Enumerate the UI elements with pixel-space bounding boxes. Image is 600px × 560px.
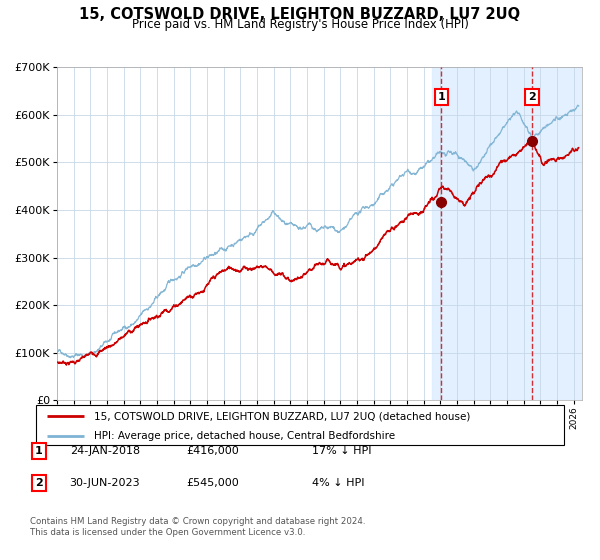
Text: £545,000: £545,000 [187, 478, 239, 488]
Text: Contains HM Land Registry data © Crown copyright and database right 2024.
This d: Contains HM Land Registry data © Crown c… [30, 517, 365, 537]
Text: 17% ↓ HPI: 17% ↓ HPI [312, 446, 371, 456]
Text: 4% ↓ HPI: 4% ↓ HPI [312, 478, 365, 488]
Text: 2: 2 [35, 478, 43, 488]
Text: 2: 2 [528, 92, 536, 102]
Text: HPI: Average price, detached house, Central Bedfordshire: HPI: Average price, detached house, Cent… [94, 431, 395, 441]
FancyBboxPatch shape [36, 405, 564, 445]
Text: 1: 1 [437, 92, 445, 102]
Bar [432, 67, 582, 400]
Text: 15, COTSWOLD DRIVE, LEIGHTON BUZZARD, LU7 2UQ: 15, COTSWOLD DRIVE, LEIGHTON BUZZARD, LU… [79, 7, 521, 22]
Text: £416,000: £416,000 [187, 446, 239, 456]
Text: 24-JAN-2018: 24-JAN-2018 [70, 446, 140, 456]
Text: 30-JUN-2023: 30-JUN-2023 [70, 478, 140, 488]
Text: 15, COTSWOLD DRIVE, LEIGHTON BUZZARD, LU7 2UQ (detached house): 15, COTSWOLD DRIVE, LEIGHTON BUZZARD, LU… [94, 411, 470, 421]
Text: 1: 1 [35, 446, 43, 456]
Text: Price paid vs. HM Land Registry's House Price Index (HPI): Price paid vs. HM Land Registry's House … [131, 18, 469, 31]
